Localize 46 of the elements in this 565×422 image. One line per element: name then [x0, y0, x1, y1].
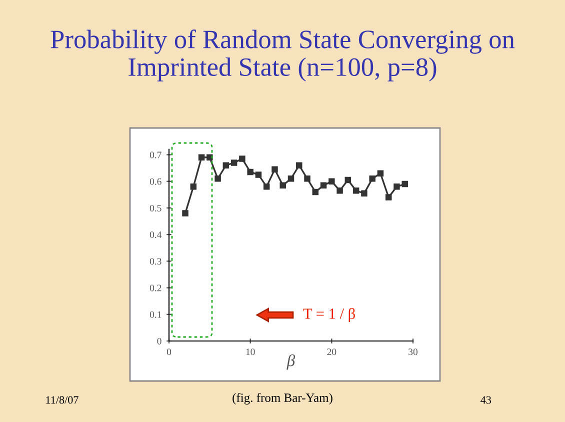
text: (fig. from Bar-Yam)	[232, 393, 332, 405]
point	[272, 166, 278, 172]
point	[402, 180, 408, 188]
x-axis-title: β	[286, 354, 296, 370]
point	[377, 170, 384, 176]
y-tick-label: 0.4	[150, 231, 162, 238]
y-tick-label: 0.2	[150, 284, 162, 292]
point	[328, 178, 335, 184]
point	[369, 176, 376, 182]
point	[288, 176, 294, 182]
text: 43	[480, 396, 492, 404]
point	[336, 188, 343, 194]
y-tick-label: 0.1	[150, 311, 162, 318]
point	[214, 176, 221, 182]
point	[320, 182, 327, 188]
point	[361, 190, 368, 196]
x-tick-label: 20	[327, 348, 336, 356]
point	[385, 194, 392, 200]
point	[190, 184, 197, 190]
point	[255, 172, 262, 178]
y-tick-label: 0.3	[150, 258, 162, 265]
point	[239, 156, 246, 162]
point	[352, 188, 360, 194]
x-tick-label: 0	[166, 348, 172, 356]
point	[206, 154, 213, 161]
point	[312, 188, 319, 196]
text: 11/8/07	[46, 396, 78, 404]
point	[222, 162, 230, 169]
y-tick-label: 0.5	[150, 204, 162, 212]
y-tick-label: 0.7	[150, 152, 162, 158]
y-tick-label: 0	[157, 338, 162, 344]
point	[230, 160, 238, 166]
point	[344, 176, 352, 184]
chart-title: Probability of Random State Converging on Imprinted State (n=100, p=8)	[50, 30, 515, 82]
point	[263, 184, 270, 190]
point	[304, 176, 310, 182]
x-tick-label: 10	[246, 348, 255, 356]
point	[394, 184, 400, 190]
x-tick-label: 30	[408, 348, 418, 356]
point	[296, 162, 302, 169]
point	[280, 182, 286, 188]
point	[247, 168, 254, 176]
y-tick-label: 0.6	[150, 178, 162, 185]
point	[198, 154, 205, 161]
annotation: T = 1 / β	[303, 308, 355, 322]
point	[182, 210, 188, 216]
